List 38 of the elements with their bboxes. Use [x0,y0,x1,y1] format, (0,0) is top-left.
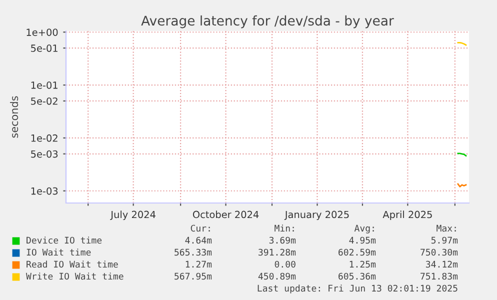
legend-label: IO Wait time [26,248,91,256]
text: 0.00 [274,260,296,268]
text: 1.25m [350,260,376,268]
text: 605.36m [338,272,376,280]
y-axis-title: seconds [10,96,18,138]
legend-label: Read IO Wait time [26,260,118,268]
text: Min: [274,224,294,232]
text: 567.95m [174,272,212,280]
x-tick-label: July 2024 [110,210,156,220]
text: 565.33m [174,248,212,256]
y-tick-label: 1e-01 [31,82,58,89]
text: 391.28m [258,248,296,256]
y-tick-label: 1e-02 [31,134,58,142]
legend-label: Device IO time [26,236,102,244]
chart-title: Average latency for /dev/sda - by year [141,15,394,28]
text: 4.64m [185,236,212,244]
legend-label: Write IO Wait time [26,272,124,280]
y-tick-label: 5e-01 [31,44,58,52]
x-tick-label: January 2025 [284,210,349,220]
text: 5.97m [431,236,458,244]
text: Last update: Fri Jun 13 02:01:19 2025 [258,284,458,294]
text: 3.69m [269,236,296,244]
y-tick-label: 5e-02 [31,97,58,105]
text: 751.83m [420,272,458,280]
text: 34.12m [426,260,458,268]
x-tick-label: April 2025 [382,210,432,220]
text: 1.27m [186,260,212,268]
text: Avg: [354,224,374,234]
y-tick-label: 5e-03 [31,150,58,158]
x-tick-label: October 2024 [192,210,259,218]
y-tick-label: 1e+00 [26,28,58,36]
text: 750.30m [420,248,458,256]
y-tick-label: 1e-03 [31,187,58,195]
text: Cur: [190,224,210,232]
text: 4.95m [349,236,376,244]
text: 450.89m [258,272,296,280]
text: 602.59m [338,248,376,256]
text: Max: [436,224,456,232]
